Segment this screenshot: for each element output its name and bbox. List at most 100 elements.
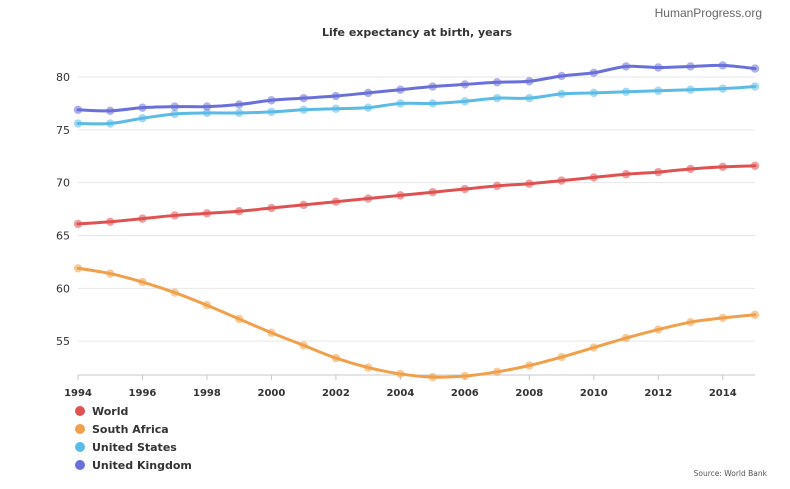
data-point-united-kingdom[interactable]: [396, 85, 405, 94]
data-point-united-states[interactable]: [299, 105, 308, 114]
data-point-world[interactable]: [170, 211, 179, 220]
data-point-united-states[interactable]: [267, 107, 276, 117]
legend-item-united-kingdom[interactable]: United Kingdom: [75, 459, 192, 472]
data-point-world[interactable]: [460, 184, 470, 194]
data-point-world[interactable]: [428, 187, 437, 197]
legend-marker-south-africa: [75, 424, 85, 434]
data-point-south-africa[interactable]: [138, 277, 147, 287]
x-tick-label: 2014: [709, 388, 737, 399]
data-point-united-states[interactable]: [234, 108, 244, 118]
data-point-united-states[interactable]: [718, 84, 727, 93]
legend-item-world[interactable]: World: [75, 405, 128, 418]
data-point-united-kingdom[interactable]: [492, 78, 502, 87]
data-point-south-africa[interactable]: [621, 333, 631, 343]
x-tick-label: 2006: [451, 388, 479, 399]
data-point-united-kingdom[interactable]: [428, 82, 437, 91]
x-tick-label: 1994: [64, 388, 92, 399]
data-point-united-kingdom[interactable]: [106, 106, 115, 116]
data-point-united-kingdom[interactable]: [331, 91, 341, 101]
data-point-united-states[interactable]: [428, 99, 437, 108]
data-point-south-africa[interactable]: [718, 313, 727, 323]
data-point-world[interactable]: [750, 161, 760, 170]
data-point-united-kingdom[interactable]: [525, 77, 534, 86]
data-point-united-states[interactable]: [202, 108, 212, 118]
data-point-united-states[interactable]: [750, 82, 760, 91]
data-point-united-states[interactable]: [654, 86, 663, 95]
data-point-world[interactable]: [686, 164, 695, 174]
data-point-united-states[interactable]: [492, 93, 502, 103]
data-point-world[interactable]: [267, 203, 276, 213]
data-point-united-states[interactable]: [138, 114, 147, 123]
y-tick-label: 65: [56, 230, 70, 243]
data-point-south-africa[interactable]: [299, 341, 308, 350]
data-point-south-africa[interactable]: [396, 369, 405, 379]
data-point-united-states[interactable]: [170, 109, 179, 119]
data-point-united-states[interactable]: [557, 89, 566, 99]
data-point-south-africa[interactable]: [654, 325, 663, 334]
data-point-south-africa[interactable]: [460, 371, 470, 381]
data-point-world[interactable]: [363, 194, 373, 203]
data-point-united-kingdom[interactable]: [170, 102, 179, 111]
data-point-world[interactable]: [718, 162, 727, 172]
data-point-world[interactable]: [525, 179, 534, 188]
data-point-united-kingdom[interactable]: [299, 93, 308, 103]
data-point-south-africa[interactable]: [525, 361, 534, 370]
data-point-world[interactable]: [234, 207, 244, 216]
data-point-united-kingdom[interactable]: [363, 88, 373, 98]
data-point-united-states[interactable]: [686, 85, 695, 94]
data-point-united-states[interactable]: [525, 93, 534, 103]
data-point-united-states[interactable]: [460, 97, 470, 106]
data-point-south-africa[interactable]: [202, 301, 212, 310]
data-point-united-states[interactable]: [363, 103, 373, 112]
legend-item-united-states[interactable]: United States: [75, 441, 177, 454]
x-axis: 1994 1996 1998 2000 2002 2004 2006 2008 2010 2012…: [64, 375, 737, 399]
data-point-world[interactable]: [654, 167, 663, 177]
data-point-south-africa[interactable]: [589, 343, 599, 352]
data-point-south-africa[interactable]: [686, 317, 695, 327]
data-point-united-kingdom[interactable]: [202, 102, 212, 111]
data-point-united-kingdom[interactable]: [654, 63, 663, 72]
data-point-world[interactable]: [557, 176, 566, 185]
data-point-united-kingdom[interactable]: [718, 61, 727, 70]
data-point-united-kingdom[interactable]: [589, 68, 599, 77]
data-point-world[interactable]: [621, 170, 631, 179]
brand-label[interactable]: HumanProgress.org: [655, 6, 762, 20]
data-point-south-africa[interactable]: [750, 310, 760, 319]
data-point-united-kingdom[interactable]: [267, 96, 276, 105]
data-point-south-africa[interactable]: [106, 269, 115, 278]
data-point-world[interactable]: [331, 197, 341, 206]
data-point-world[interactable]: [106, 217, 115, 226]
data-point-south-africa[interactable]: [428, 372, 437, 382]
data-point-world[interactable]: [73, 219, 83, 229]
data-point-united-states[interactable]: [621, 87, 631, 97]
data-point-united-kingdom[interactable]: [557, 71, 566, 81]
data-point-world[interactable]: [589, 173, 599, 182]
data-point-south-africa[interactable]: [234, 314, 244, 324]
data-point-united-kingdom[interactable]: [750, 64, 760, 73]
data-point-south-africa[interactable]: [170, 288, 179, 297]
data-point-south-africa[interactable]: [492, 367, 502, 377]
data-point-united-states[interactable]: [589, 88, 599, 98]
data-point-world[interactable]: [138, 214, 147, 223]
data-point-south-africa[interactable]: [73, 264, 83, 273]
data-point-united-states[interactable]: [106, 119, 115, 128]
data-point-united-kingdom[interactable]: [138, 103, 147, 112]
data-point-united-kingdom[interactable]: [621, 62, 631, 71]
data-point-south-africa[interactable]: [267, 328, 276, 337]
data-point-united-kingdom[interactable]: [73, 105, 83, 114]
data-point-united-states[interactable]: [396, 99, 405, 108]
data-point-united-states[interactable]: [331, 104, 341, 113]
data-point-world[interactable]: [492, 181, 502, 191]
legend-item-south-africa[interactable]: South Africa: [75, 423, 169, 436]
data-point-united-kingdom[interactable]: [234, 100, 244, 109]
data-point-united-states[interactable]: [73, 119, 83, 128]
data-point-south-africa[interactable]: [557, 352, 566, 362]
data-point-world[interactable]: [299, 200, 308, 210]
data-point-south-africa[interactable]: [363, 363, 373, 372]
data-point-world[interactable]: [396, 191, 405, 200]
data-point-united-kingdom[interactable]: [686, 62, 695, 71]
data-point-world[interactable]: [202, 209, 212, 218]
data-point-south-africa[interactable]: [331, 353, 341, 363]
data-point-united-kingdom[interactable]: [460, 80, 470, 89]
x-tick-label: 2002: [322, 388, 350, 399]
